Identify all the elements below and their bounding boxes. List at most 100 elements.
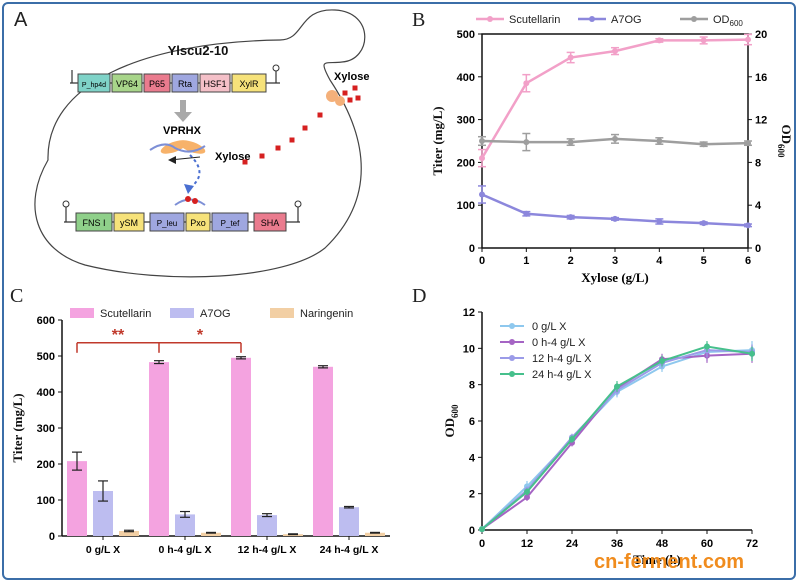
panel-b-point-od600-0 — [479, 138, 485, 144]
top-construct: P_hp4d VP64 P65 Rta HSF1 XylR — [71, 64, 280, 93]
panel-b-point-scutellarin-2 — [567, 54, 574, 61]
bottom-construct: FNS I ySM P_leu Pxo P_tef SHA — [62, 196, 302, 232]
panel-b-ytick-label-3: 300 — [457, 115, 475, 127]
panel-d-series-24-h-4-g-l-x — [479, 341, 755, 533]
panel-b-point-a7og-3 — [612, 215, 618, 222]
panel-d-series-0-g-l-x — [479, 341, 755, 533]
label-xylr: XylR — [239, 79, 259, 89]
xylose-dot-9 — [242, 159, 248, 165]
panel-d-ytick-label-1: 2 — [469, 489, 475, 501]
panel-b-series-a7og — [478, 185, 752, 229]
xylose-dot-5 — [302, 125, 308, 131]
panel-b-point-od600-2 — [567, 139, 574, 146]
panel-label-b: B — [412, 9, 425, 31]
panel-d-ylabel: OD600 — [442, 404, 460, 438]
panel-b-point-scutellarin-6 — [745, 36, 751, 43]
gene-ysm — [113, 212, 145, 232]
panel-b-y2tick-label-5: 20 — [755, 29, 767, 41]
panel-b-point-od600-1 — [523, 139, 530, 146]
bound-xylose-2 — [192, 198, 198, 204]
panel-c-ytick-label-4: 400 — [37, 387, 55, 399]
panel-b-xtick-label-0: 0 — [479, 255, 485, 267]
panel-c-legend-label-naringenin: Naringenin — [300, 308, 353, 320]
bound-xylose-1 — [185, 196, 191, 202]
panel-d-point-0-h-4-g-l-x-1 — [524, 494, 530, 501]
panel-c-series-scutellarin — [67, 356, 333, 536]
panel-b-point-a7og-6 — [745, 222, 751, 229]
gene-xylr — [231, 73, 267, 93]
panel-c-ytick-label-2: 200 — [37, 459, 55, 471]
panel-c-legend-swatch-naringenin — [270, 308, 294, 318]
label-fns1: FNS I — [82, 218, 105, 228]
panel-d-xtick-label-0: 0 — [479, 538, 485, 550]
protein-label: VPRHX — [163, 125, 202, 137]
panel-b-y2tick-label-1: 4 — [755, 200, 762, 212]
panel-c-bar-a7og-3 — [339, 507, 359, 536]
panel-d-xtick-label-2: 24 — [566, 538, 579, 550]
transporter — [326, 90, 345, 106]
watermark: cn-ferment.com — [594, 551, 744, 573]
xylose-dot-0 — [342, 90, 348, 96]
panel-b-ytick-label-4: 400 — [457, 72, 475, 84]
panel-c-series-naringenin — [119, 529, 385, 536]
panel-label-c: C — [10, 285, 23, 307]
panel-d-series-12-h-4-g-l-x — [479, 342, 755, 533]
panel-c-bar-naringenin-3 — [365, 532, 385, 536]
panel-d-legend-label-24-h-4-g-l-x: 24 h-4 g/L X — [532, 369, 592, 381]
strain-name: Ylscu2-10 — [168, 43, 229, 58]
label-rta: Rta — [178, 79, 192, 89]
panel-c-category-label-3: 24 h-4 g/L X — [320, 544, 379, 556]
panel-b-legend-marker-a7og — [589, 16, 595, 22]
panel-b-legend-marker-scutellarin — [487, 16, 493, 22]
panel-b-legend-label-a7og: A7OG — [611, 14, 642, 26]
panel-d-ytick-label-6: 12 — [463, 307, 475, 319]
panel-b-point-od600-6 — [745, 140, 751, 147]
label-vp64: VP64 — [116, 79, 138, 89]
panel-b-point-a7og-2 — [567, 214, 574, 221]
panel-b-ylabel: Titer (mg/L) — [430, 106, 445, 175]
panel-label-a: A — [14, 9, 28, 31]
panel-c-ytick-label-0: 0 — [49, 531, 55, 543]
label-hp4d: P_hp4d — [82, 82, 106, 89]
xylose-dot-3 — [355, 95, 361, 101]
gene-p65 — [143, 73, 171, 93]
panel-d-series-0-h-4-g-l-x — [479, 344, 755, 533]
panel-c-bar-scutellarin-1 — [149, 362, 169, 536]
panel-c-bar-scutellarin-2 — [231, 357, 251, 536]
label-leu: P_leu — [157, 219, 177, 228]
panel-b-y2label: OD600 — [776, 125, 794, 159]
panel-d-xtick-label-3: 36 — [611, 538, 623, 550]
panel-c-category-label-1: 0 h-4 g/L X — [159, 544, 212, 556]
panel-d-legend-marker-12-h-4-g-l-x — [509, 355, 515, 361]
panel-d-point-24-h-4-g-l-x-0 — [479, 526, 485, 533]
panel-b-xtick-label-2: 2 — [568, 255, 574, 267]
xylose-dot-7 — [275, 145, 281, 151]
panel-b-chart: B 0 1 2 3 4 5 60100200300400500048121620Xylose… — [412, 9, 794, 285]
panel-b-point-a7og-1 — [523, 210, 530, 217]
panel-c-ytick-label-3: 300 — [37, 423, 55, 435]
panel-b-xtick-label-4: 4 — [656, 255, 663, 267]
panel-d-legend-marker-0-g-l-x — [509, 323, 515, 329]
panel-b-ytick-label-5: 500 — [457, 29, 475, 41]
panel-d-xtick-label-4: 48 — [656, 538, 668, 550]
panel-d-ytick-label-0: 0 — [469, 525, 475, 537]
label-pxo: Pxo — [190, 218, 206, 228]
panel-d-legend-label-0-g-l-x: 0 g/L X — [532, 321, 567, 333]
xylose-dot-4 — [317, 112, 323, 118]
panel-b-legend-marker-od600 — [691, 16, 697, 22]
panel-c-category-label-2: 12 h-4 g/L X — [238, 544, 297, 556]
panel-b-series-od600 — [478, 132, 752, 152]
xylose-dot-8 — [259, 153, 265, 159]
panel-d-point-24-h-4-g-l-x-5 — [704, 343, 710, 350]
gene-sha — [253, 212, 287, 232]
panel-c-significance-label-1: * — [197, 327, 204, 344]
panel-d-point-24-h-4-g-l-x-4 — [659, 358, 665, 365]
xylose-label-outside: Xylose — [334, 71, 369, 83]
panel-d-point-24-h-4-g-l-x-1 — [524, 488, 530, 495]
panel-b-xtick-label-3: 3 — [612, 255, 618, 267]
binding-arrowhead — [184, 184, 194, 194]
panel-b-point-scutellarin-3 — [612, 48, 618, 55]
panel-label-d: D — [412, 285, 426, 307]
panel-c-bar-a7og-0 — [93, 491, 113, 536]
